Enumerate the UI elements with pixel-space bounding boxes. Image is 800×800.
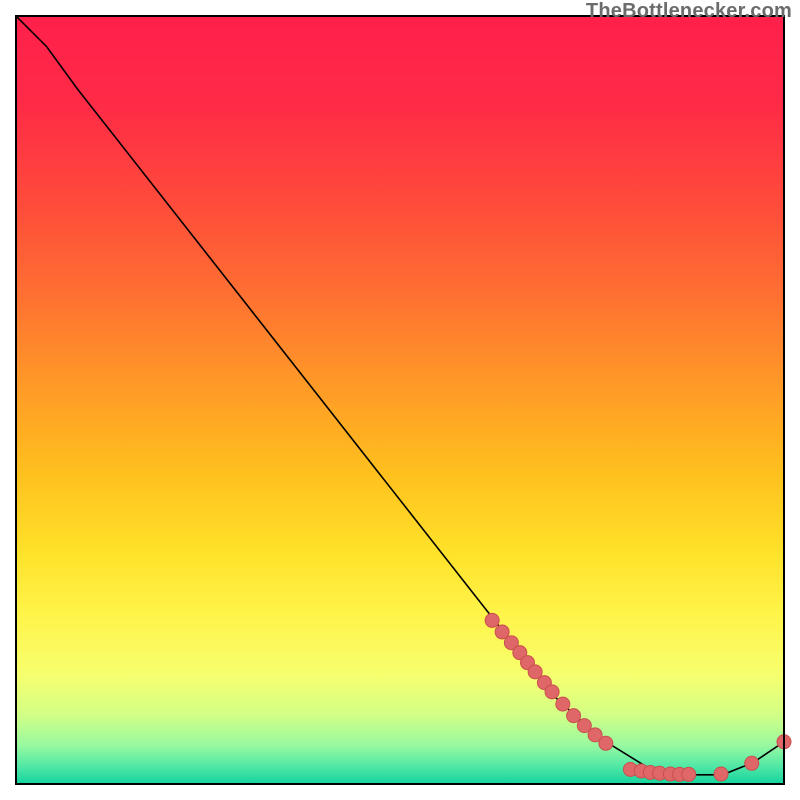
marker-bottom (682, 767, 696, 781)
marker-upper (485, 613, 499, 627)
chart-container: TheBottlenecker.com (0, 0, 800, 800)
marker-upper (545, 685, 559, 699)
plot-background (16, 16, 784, 784)
chart-svg (0, 0, 800, 800)
watermark-text: TheBottlenecker.com (586, 0, 792, 23)
marker-upper (599, 736, 613, 750)
marker-bottom (714, 767, 728, 781)
marker-upper (556, 697, 570, 711)
marker-bottom (745, 756, 759, 770)
marker-upper (567, 709, 581, 723)
